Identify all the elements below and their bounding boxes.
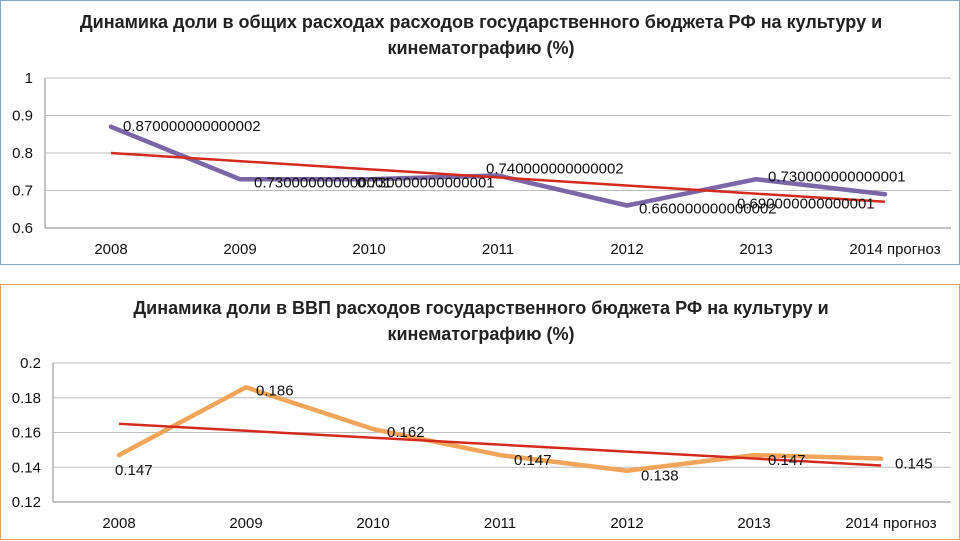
line-chart-share-of-gdp: 0.12 0.14 0.16 0.18 0.2 2008 2009 2010 2011 2012 2… <box>12 355 951 532</box>
y-tick-label: 0.14 <box>12 459 41 476</box>
data-label: 0.730000000000001 <box>357 174 495 191</box>
data-point <box>117 453 121 458</box>
x-tick-label: 2012 <box>610 515 643 532</box>
x-tick-label: 2008 <box>102 515 135 532</box>
data-label: 0.730000000000001 <box>254 174 392 191</box>
data-point <box>752 453 756 458</box>
y-tick-label: 0.6 <box>12 220 33 237</box>
x-tick-label: 2011 <box>482 241 514 258</box>
x-tick-label: 2010 <box>356 515 389 532</box>
data-point <box>883 192 887 197</box>
data-point <box>498 453 502 458</box>
data-point <box>238 177 242 182</box>
y-tick-label: 0.2 <box>20 355 41 372</box>
data-label: 0.740000000000002 <box>486 161 624 178</box>
chart-title: Динамика доли в ВВП расходов государстве… <box>133 298 829 344</box>
data-label: 0.147 <box>514 452 552 469</box>
data-point <box>754 177 758 182</box>
data-label: 0.730000000000001 <box>768 168 906 185</box>
x-tick-label: 2009 <box>223 241 256 258</box>
chart-panel-share-of-gdp: Динамика доли в ВВП расходов государстве… <box>0 284 960 540</box>
data-point <box>625 468 629 473</box>
x-tick-label: 2012 <box>610 241 643 258</box>
x-tick-label: 2010 <box>352 241 385 258</box>
data-label: 0.690000000000001 <box>737 195 875 212</box>
data-label: 0.870000000000002 <box>123 118 261 135</box>
chart-title: Динамика доли в общих расходах расходов … <box>79 12 883 58</box>
data-point <box>244 385 248 390</box>
data-point <box>371 427 375 432</box>
y-tick-label: 0.7 <box>12 183 33 200</box>
chart-panel-share-of-budget: Динамика доли в общих расходах расходов … <box>0 0 960 265</box>
x-tick-label: 2011 <box>484 515 516 532</box>
trend-line <box>118 422 882 467</box>
data-label: 0.147 <box>768 452 806 469</box>
x-tick-label: 2014 прогноз <box>849 241 940 258</box>
data-point <box>109 124 113 129</box>
x-tick-label: 2008 <box>94 241 127 258</box>
y-tick-label: 1 <box>25 70 33 87</box>
y-tick-label: 0.12 <box>12 494 41 511</box>
x-tick-label: 2014 прогноз <box>845 515 936 532</box>
data-label: 0.660000000000002 <box>639 201 777 218</box>
y-tick-label: 0.8 <box>12 145 33 162</box>
data-label: 0.186 <box>256 382 294 399</box>
data-point <box>879 456 883 461</box>
data-label: 0.145 <box>895 456 933 473</box>
y-tick-label: 0.18 <box>12 390 41 407</box>
x-tick-label: 2009 <box>229 515 262 532</box>
data-point <box>625 203 629 208</box>
line-chart-share-of-budget: 0.6 0.7 0.8 0.9 1 2008 2009 2010 2011 2012 2013 201… <box>12 70 951 258</box>
trend-line <box>110 151 886 203</box>
data-label: 0.138 <box>641 468 679 485</box>
x-tick-label: 2013 <box>737 515 770 532</box>
x-tick-label: 2013 <box>739 241 772 258</box>
data-label: 0.147 <box>115 462 153 479</box>
y-tick-label: 0.9 <box>12 108 33 125</box>
data-point <box>367 177 371 182</box>
y-tick-label: 0.16 <box>12 425 41 442</box>
data-label: 0.162 <box>387 424 425 441</box>
